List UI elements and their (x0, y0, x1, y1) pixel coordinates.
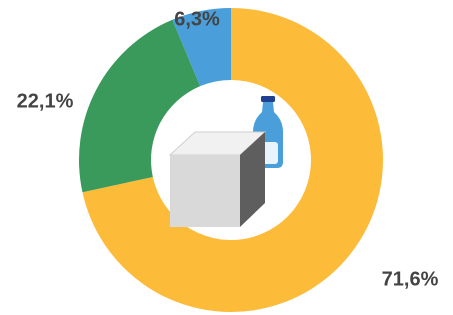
data-label: 71,6% (382, 268, 439, 290)
bottle-cap (261, 96, 275, 102)
chart: 71,6% 22,1% 6,3% (0, 0, 453, 315)
icon-illustration (170, 96, 283, 227)
data-label: 22,1% (17, 90, 74, 112)
cube-front (170, 155, 240, 227)
data-label: 6,3% (174, 8, 220, 30)
